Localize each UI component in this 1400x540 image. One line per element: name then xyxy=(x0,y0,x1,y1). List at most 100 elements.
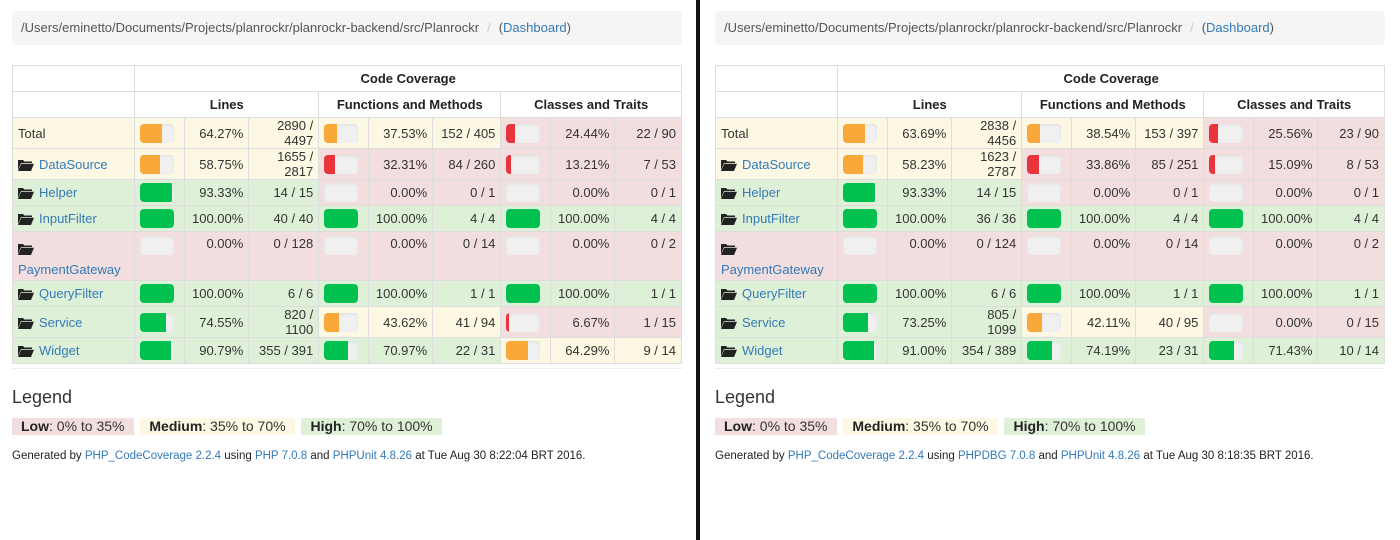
functions-progress-fill xyxy=(1027,284,1062,303)
dashboard-link[interactable]: Dashboard xyxy=(503,20,567,35)
lines-count: 2890 / 4497 xyxy=(248,117,320,149)
folder-link-inputfilter[interactable]: InputFilter xyxy=(39,211,97,226)
folder-link-widget[interactable]: Widget xyxy=(39,343,80,358)
legend-medium: Medium: 35% to 70% xyxy=(843,418,998,435)
functions-progress-cell xyxy=(318,280,369,307)
classes-percent: 100.00% xyxy=(549,205,616,232)
folder-link-helper[interactable]: Helper xyxy=(742,185,781,200)
lines-percent: 0.00% xyxy=(183,231,250,281)
table-row: Service 74.55% 820 / 1100 43.62% 41 / 94 6.67… xyxy=(11,306,682,338)
folder-link-paymentgateway[interactable]: PaymentGateway xyxy=(18,262,121,277)
functions-percent: 42.11% xyxy=(1070,306,1137,338)
lines-percent: 63.69% xyxy=(886,117,953,149)
classes-progress-cell xyxy=(500,148,551,180)
php-codecoverage-link[interactable]: PHP_CodeCoverage 2.2.4 xyxy=(84,450,222,462)
classes-percent: 24.44% xyxy=(549,117,616,149)
classes-progress-bar xyxy=(506,123,541,143)
lines-progress-bar xyxy=(843,154,878,174)
header-empty xyxy=(714,91,839,118)
folder-link-helper[interactable]: Helper xyxy=(39,185,78,200)
table-row: InputFilter 100.00% 40 / 40 100.00% 4 / 4 100… xyxy=(11,205,682,232)
classes-count: 23 / 90 xyxy=(1317,117,1385,149)
functions-percent: 100.00% xyxy=(367,280,434,307)
runtime-link[interactable]: PHP 7.0.8 xyxy=(254,450,308,462)
classes-percent: 0.00% xyxy=(549,231,616,281)
row-name-cell: QueryFilter xyxy=(11,280,136,307)
functions-count: 153 / 397 xyxy=(1135,117,1205,149)
classes-count: 10 / 14 xyxy=(1317,337,1385,364)
functions-progress-cell xyxy=(318,337,369,364)
classes-progress-cell xyxy=(500,179,551,206)
lines-progress-bar xyxy=(140,341,175,360)
classes-percent: 100.00% xyxy=(549,280,616,307)
folder-link-service[interactable]: Service xyxy=(742,314,786,330)
folder-link-paymentgateway[interactable]: PaymentGateway xyxy=(721,262,824,277)
classes-percent: 6.67% xyxy=(549,306,616,338)
classes-count: 0 / 2 xyxy=(1317,231,1385,281)
folder-link-service[interactable]: Service xyxy=(39,314,83,330)
classes-percent: 13.21% xyxy=(549,148,616,180)
classes-count: 4 / 4 xyxy=(614,205,682,232)
row-name-cell: InputFilter xyxy=(11,205,136,232)
row-name-cell: Widget xyxy=(714,337,839,364)
header-empty xyxy=(714,65,839,92)
lines-progress-cell xyxy=(134,280,185,307)
breadcrumb-path: /Users/eminetto/Documents/Projects/planr… xyxy=(21,20,480,35)
functions-progress-bar xyxy=(1027,154,1062,174)
table-row: Total 63.69% 2838 / 4456 38.54% 153 / 397 25.… xyxy=(714,117,1385,149)
functions-percent: 70.97% xyxy=(367,337,434,364)
table-row: QueryFilter 100.00% 6 / 6 100.00% 1 / 1 100.0… xyxy=(11,280,682,307)
phpunit-link[interactable]: PHPUnit 4.8.26 xyxy=(332,450,413,462)
classes-progress-bar xyxy=(1209,209,1244,228)
classes-progress-cell xyxy=(1203,179,1254,206)
lines-progress-bar xyxy=(843,312,878,332)
folder-link-datasource[interactable]: DataSource xyxy=(39,156,108,172)
functions-progress-fill xyxy=(324,209,359,228)
php-codecoverage-link[interactable]: PHP_CodeCoverage 2.2.4 xyxy=(787,450,925,462)
folder-open-icon xyxy=(18,213,34,225)
table-row: InputFilter 100.00% 36 / 36 100.00% 4 / 4 100… xyxy=(714,205,1385,232)
folder-link-queryfilter[interactable]: QueryFilter xyxy=(742,286,807,301)
lines-percent: 100.00% xyxy=(183,280,250,307)
classes-progress-bar xyxy=(1209,341,1244,360)
classes-progress-cell xyxy=(1203,117,1254,149)
lines-progress-cell xyxy=(837,205,888,232)
table-row: Widget 90.79% 355 / 391 70.97% 22 / 31 64.29%… xyxy=(11,337,682,364)
lines-progress-fill xyxy=(140,312,166,332)
functions-progress-bar xyxy=(1027,341,1062,360)
classes-percent: 64.29% xyxy=(549,337,616,364)
lines-progress-fill xyxy=(140,183,173,202)
row-name-cell: QueryFilter xyxy=(714,280,839,307)
dashboard-link[interactable]: Dashboard xyxy=(1206,20,1270,35)
functions-percent: 37.53% xyxy=(367,117,434,149)
lines-percent: 73.25% xyxy=(886,306,953,338)
lines-progress-fill xyxy=(843,183,876,202)
folder-link-widget[interactable]: Widget xyxy=(742,343,783,358)
table-row: Helper 93.33% 14 / 15 0.00% 0 / 1 0.00% 0 / 1 xyxy=(11,179,682,206)
lines-progress-fill xyxy=(140,123,163,143)
classes-count: 1 / 1 xyxy=(1317,280,1385,307)
functions-progress-cell xyxy=(318,117,369,149)
folder-link-datasource[interactable]: DataSource xyxy=(742,156,811,172)
coverage-table: Code Coverage Lines Functions and Method… xyxy=(714,65,1385,364)
functions-count: 1 / 1 xyxy=(432,280,502,307)
lines-percent: 100.00% xyxy=(886,280,953,307)
total-label: Total xyxy=(721,125,749,141)
lines-count: 6 / 6 xyxy=(951,280,1023,307)
folder-open-icon xyxy=(721,159,737,171)
functions-percent: 74.19% xyxy=(1070,337,1137,364)
folder-link-inputfilter[interactable]: InputFilter xyxy=(742,211,800,226)
folder-link-queryfilter[interactable]: QueryFilter xyxy=(39,286,104,301)
lines-progress-cell xyxy=(134,117,185,149)
functions-progress-bar xyxy=(1027,123,1062,143)
classes-percent: 0.00% xyxy=(549,179,616,206)
coverage-table: Code Coverage Lines Functions and Method… xyxy=(11,65,682,364)
lines-count: 1655 / 2817 xyxy=(248,148,320,180)
header-classes: Classes and Traits xyxy=(500,91,682,118)
functions-count: 0 / 14 xyxy=(432,231,502,281)
phpunit-link[interactable]: PHPUnit 4.8.26 xyxy=(1060,450,1141,462)
breadcrumb: /Users/eminetto/Documents/Projects/planr… xyxy=(12,11,682,45)
classes-progress-cell xyxy=(1203,205,1254,232)
runtime-link[interactable]: PHPDBG 7.0.8 xyxy=(957,450,1036,462)
lines-percent: 64.27% xyxy=(183,117,250,149)
